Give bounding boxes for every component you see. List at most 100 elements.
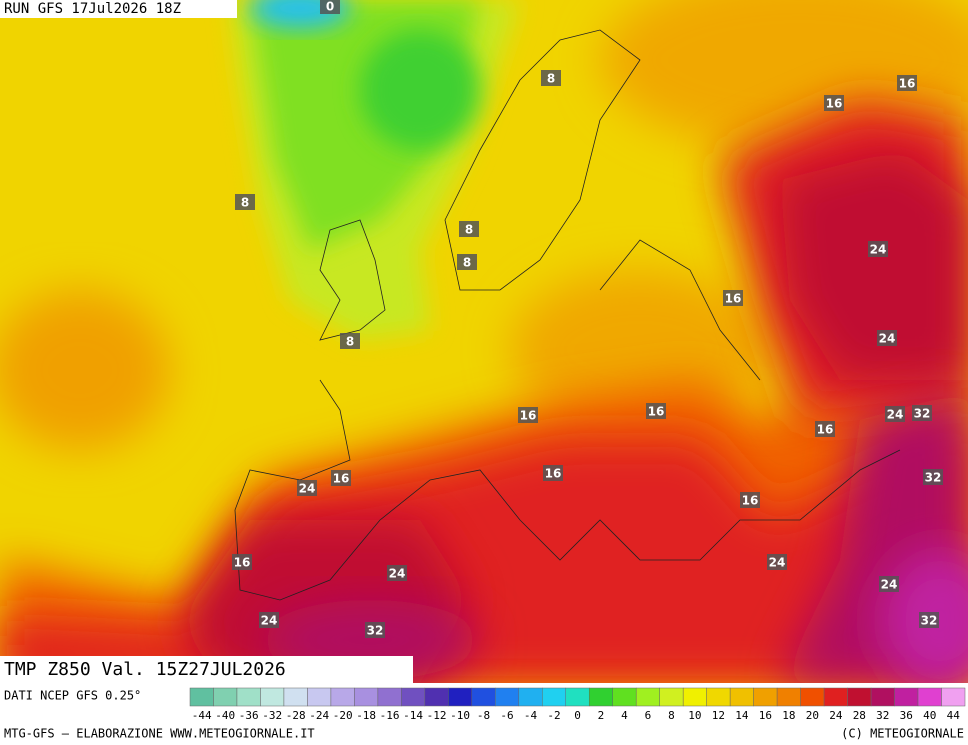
credit-right: (C) METEOGIORNALE xyxy=(841,727,964,741)
colorbar-label: -16 xyxy=(380,709,400,722)
contour-label-box xyxy=(740,492,760,508)
contour-label: 16 xyxy=(333,472,350,486)
contour-label-box xyxy=(824,95,844,111)
run-label: RUN GFS 17Jul2026 18Z xyxy=(4,1,181,17)
contour-label-box xyxy=(868,241,888,257)
contour-label: 8 xyxy=(346,335,354,349)
contour-label-box xyxy=(815,421,835,437)
contour-label-box xyxy=(919,612,939,628)
contour-label: 32 xyxy=(921,614,938,628)
contour-label: 32 xyxy=(367,624,384,638)
colorbar-swatch xyxy=(847,687,872,707)
colorbar-label: 36 xyxy=(900,709,913,722)
contour-label-box xyxy=(457,254,477,270)
colorbar-label: -8 xyxy=(477,709,490,722)
colorbar-swatch xyxy=(495,687,520,707)
colorbar-swatch xyxy=(800,687,825,707)
contour-label-box xyxy=(541,70,561,86)
colorbar-label: -32 xyxy=(262,709,282,722)
contour-label-box xyxy=(518,407,538,423)
source-label: DATI NCEP GFS 0.25° xyxy=(4,689,141,703)
colorbar-swatch xyxy=(307,687,332,707)
colorbar-label: -36 xyxy=(239,709,259,722)
colorbar-swatch xyxy=(706,687,731,707)
colorbar-label: 40 xyxy=(923,709,936,722)
contour-label: 16 xyxy=(826,97,843,111)
colorbar-label: 2 xyxy=(598,709,605,722)
contour-label-box xyxy=(912,405,932,421)
contour-label: 24 xyxy=(261,614,278,628)
colorbar-swatch xyxy=(941,687,966,707)
colorbar-label: 0 xyxy=(574,709,581,722)
colorbar-label: 8 xyxy=(668,709,675,722)
contour-label-box xyxy=(459,221,479,237)
contour-label-box xyxy=(320,0,340,14)
colorbar-swatch xyxy=(518,687,543,707)
contour-label-box xyxy=(897,75,917,91)
colorbar-swatch xyxy=(612,687,637,707)
contour-label-box xyxy=(877,330,897,346)
colorbar-swatch xyxy=(894,687,919,707)
contour-label-box xyxy=(365,622,385,638)
contour-label-box xyxy=(723,290,743,306)
contour-label: 24 xyxy=(879,332,896,346)
colorbar-swatch xyxy=(283,687,308,707)
colorbar-swatch xyxy=(917,687,942,707)
colorbar-swatch xyxy=(354,687,379,707)
colorbar-label: -18 xyxy=(356,709,376,722)
colorbar-swatch xyxy=(236,687,261,707)
colorbar-label: -40 xyxy=(215,709,235,722)
credit-left: MTG-GFS — ELABORAZIONE WWW.METEOGIORNALE… xyxy=(4,727,315,741)
colorbar-swatch xyxy=(401,687,426,707)
colorbar-label: 44 xyxy=(947,709,961,722)
colorbar-swatch xyxy=(377,687,402,707)
contour-label-box xyxy=(387,565,407,581)
contour-label-box xyxy=(885,406,905,422)
temperature-field xyxy=(0,0,968,683)
colorbar-swatch xyxy=(682,687,707,707)
colorbar-label: 14 xyxy=(735,709,749,722)
colorbar-swatch xyxy=(635,687,660,707)
contour-label: 24 xyxy=(870,243,887,257)
colorbar-label: -14 xyxy=(403,709,423,722)
colorbar-label: 20 xyxy=(806,709,819,722)
colorbar-swatch xyxy=(823,687,848,707)
contour-label: 16 xyxy=(742,494,759,508)
colorbar-swatch xyxy=(588,687,613,707)
colorbar-label: 10 xyxy=(688,709,701,722)
contour-label: 16 xyxy=(899,77,916,91)
contour-label: 16 xyxy=(520,409,537,423)
colorbar-label: -10 xyxy=(450,709,470,722)
contour-label-box xyxy=(232,554,252,570)
colorbar-label: -4 xyxy=(524,709,538,722)
colorbar-swatch xyxy=(729,687,754,707)
colorbar-swatch xyxy=(448,687,473,707)
contour-label: 32 xyxy=(914,407,931,421)
colorbar-swatch xyxy=(260,687,285,707)
contour-label: 32 xyxy=(925,471,942,485)
contour-label: 8 xyxy=(241,196,249,210)
contour-label: 24 xyxy=(389,567,406,581)
contour-label-box xyxy=(340,333,360,349)
contour-label: 16 xyxy=(725,292,742,306)
contour-label-box xyxy=(297,480,317,496)
contour-label: 24 xyxy=(299,482,316,496)
contour-label: 0 xyxy=(326,0,334,14)
contour-label-box xyxy=(923,469,943,485)
colorbar-label: 16 xyxy=(759,709,772,722)
colorbar-label: 6 xyxy=(645,709,652,722)
contour-label: 8 xyxy=(465,223,473,237)
colorbar-label: -24 xyxy=(309,709,329,722)
colorbar-label: 24 xyxy=(829,709,843,722)
colorbar-swatch xyxy=(753,687,778,707)
colorbar-label: -44 xyxy=(192,709,212,722)
field-label: TMP Z850 Val. 15Z27JUL2026 xyxy=(4,659,286,680)
colorbar-label: -20 xyxy=(333,709,353,722)
contour-label-box xyxy=(543,465,563,481)
colorbar-swatch xyxy=(424,687,449,707)
colorbar-swatch xyxy=(776,687,801,707)
colorbar-swatch xyxy=(659,687,684,707)
contour-label: 16 xyxy=(817,423,834,437)
colorbar-label: 28 xyxy=(853,709,866,722)
